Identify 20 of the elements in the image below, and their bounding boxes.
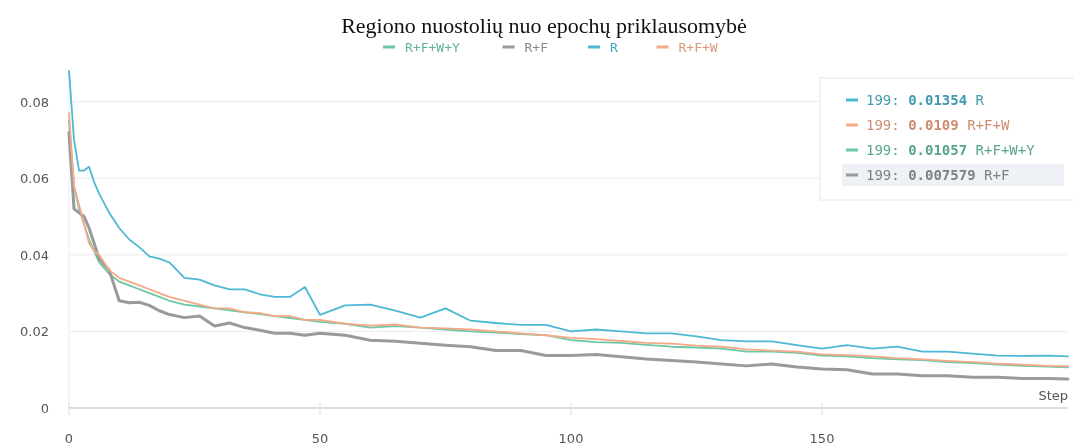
legend-label: R+F+W+Y (405, 40, 460, 55)
chart-title: Regiono nuostolių nuo epochų priklausomybė (341, 13, 747, 38)
y-tick-label: 0.08 (20, 94, 49, 110)
legend-label: R+F (524, 40, 549, 55)
x-tick-label: 50 (311, 431, 329, 446)
legend-label: R+F+W (678, 40, 718, 55)
legend-label: R (610, 40, 618, 55)
x-tick-label: 100 (558, 431, 584, 446)
y-tick-label: 0 (40, 401, 49, 416)
line-series (68, 70, 1069, 358)
annotation: 199: 0.01354 R (866, 92, 985, 108)
annotation: 199: 0.0109 R+F+W (866, 117, 1010, 133)
y-tick-label: 0.06 (20, 171, 49, 187)
y-tick-label: 0.02 (20, 324, 49, 340)
x-tick-label: 150 (809, 431, 835, 446)
x-tick-label: 0 (64, 431, 74, 446)
x-axis-title: Step (1038, 388, 1068, 403)
annotation: 199: 0.01057 R+F+W+Y (866, 142, 1036, 158)
annotation: 199: 0.007579 R+F (866, 167, 1010, 183)
y-tick-label: 0.04 (20, 247, 49, 263)
